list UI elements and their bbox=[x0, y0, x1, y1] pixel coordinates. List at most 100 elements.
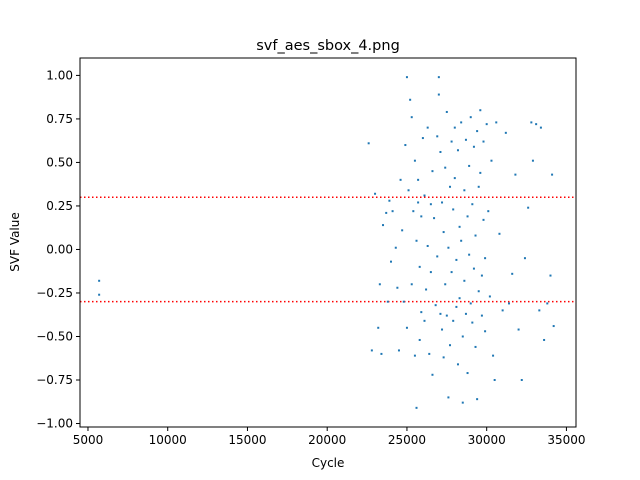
threshold-lines bbox=[80, 196, 576, 303]
data-point-97 bbox=[471, 321, 474, 324]
data-point-106 bbox=[479, 109, 482, 112]
data-point-104 bbox=[477, 185, 480, 188]
data-point-69 bbox=[449, 344, 452, 347]
data-point-102 bbox=[476, 130, 479, 133]
data-point-128 bbox=[520, 379, 523, 381]
data-point-47 bbox=[429, 271, 432, 274]
data-point-13 bbox=[390, 260, 392, 263]
data-point-19 bbox=[401, 229, 404, 232]
data-point-80 bbox=[458, 225, 461, 228]
data-point-66 bbox=[447, 246, 450, 249]
data-point-37 bbox=[420, 215, 423, 218]
data-point-90 bbox=[466, 215, 469, 218]
data-point-133 bbox=[535, 123, 538, 126]
data-point-123 bbox=[504, 131, 507, 134]
data-point-86 bbox=[463, 189, 466, 192]
data-point-67 bbox=[447, 396, 450, 399]
data-point-14 bbox=[391, 210, 394, 213]
data-point-82 bbox=[460, 121, 463, 124]
data-point-57 bbox=[439, 312, 442, 315]
y-axis-label: SVF Value bbox=[8, 212, 22, 272]
data-point-114 bbox=[485, 123, 488, 126]
data-point-55 bbox=[437, 93, 440, 96]
data-point-32 bbox=[415, 406, 418, 409]
data-point-21 bbox=[404, 144, 407, 147]
y-tick-label-3: −0.50 bbox=[36, 329, 73, 343]
data-point-10 bbox=[385, 211, 388, 214]
data-point-27 bbox=[410, 283, 413, 286]
data-point-50 bbox=[433, 217, 436, 220]
data-point-1 bbox=[98, 279, 101, 282]
data-point-5 bbox=[374, 192, 377, 195]
data-point-109 bbox=[480, 314, 483, 317]
x-tick-label-6: 30000 bbox=[468, 433, 506, 447]
data-point-101 bbox=[474, 345, 477, 348]
data-point-41 bbox=[423, 319, 426, 322]
data-point-108 bbox=[480, 274, 483, 277]
data-point-68 bbox=[449, 185, 452, 188]
x-tick-label-4: 20000 bbox=[308, 433, 346, 447]
data-point-23 bbox=[405, 326, 408, 329]
x-tick-label-1: 5000 bbox=[73, 433, 104, 447]
data-point-93 bbox=[468, 253, 471, 256]
data-point-48 bbox=[431, 170, 434, 173]
data-point-51 bbox=[434, 304, 437, 307]
data-point-60 bbox=[442, 231, 445, 234]
data-point-77 bbox=[455, 305, 458, 308]
y-tick-label-8: 0.75 bbox=[46, 112, 73, 126]
data-point-99 bbox=[472, 267, 475, 270]
data-point-84 bbox=[461, 335, 464, 338]
data-point-88 bbox=[464, 138, 467, 141]
data-point-139 bbox=[551, 173, 554, 176]
data-point-111 bbox=[482, 218, 485, 221]
data-point-136 bbox=[543, 338, 546, 341]
data-point-53 bbox=[436, 255, 439, 258]
data-point-61 bbox=[442, 356, 445, 359]
y-tick-label-1: −1.00 bbox=[36, 417, 73, 431]
data-point-11 bbox=[386, 300, 389, 303]
data-point-120 bbox=[495, 121, 498, 124]
data-point-73 bbox=[452, 319, 455, 322]
x-axis-label: Cycle bbox=[312, 456, 345, 470]
data-point-105 bbox=[477, 290, 480, 293]
data-point-74 bbox=[453, 126, 456, 129]
data-point-83 bbox=[460, 239, 463, 242]
data-point-44 bbox=[426, 244, 429, 247]
data-point-137 bbox=[546, 302, 549, 305]
y-axis-ticks: −1.00 −0.75 −0.50 −0.25 0.00 0.25 0.50 0.75 1.00 bbox=[36, 68, 80, 431]
data-point-15 bbox=[394, 246, 397, 249]
data-point-64 bbox=[445, 110, 448, 113]
data-point-92 bbox=[468, 164, 471, 167]
y-tick-label-2: −0.75 bbox=[36, 373, 73, 387]
data-point-28 bbox=[412, 210, 415, 213]
x-tick-label-3: 15000 bbox=[228, 433, 266, 447]
data-point-138 bbox=[549, 274, 552, 277]
data-point-65 bbox=[445, 314, 448, 317]
data-point-39 bbox=[421, 137, 424, 140]
data-point-30 bbox=[413, 354, 416, 357]
y-tick-label-7: 0.50 bbox=[46, 155, 73, 169]
axes-frame bbox=[79, 57, 577, 428]
data-point-33 bbox=[417, 178, 420, 181]
data-point-72 bbox=[452, 208, 455, 211]
data-point-118 bbox=[492, 354, 495, 357]
data-point-122 bbox=[501, 309, 504, 312]
data-point-71 bbox=[450, 271, 453, 274]
data-point-100 bbox=[474, 234, 477, 237]
data-point-22 bbox=[405, 76, 408, 79]
y-tick-label-6: 0.25 bbox=[46, 199, 73, 213]
data-point-113 bbox=[484, 330, 487, 333]
data-point-34 bbox=[417, 201, 420, 204]
y-tick-label-4: −0.25 bbox=[36, 286, 73, 300]
data-point-59 bbox=[441, 328, 444, 331]
x-tick-label-7: 35000 bbox=[547, 433, 585, 447]
data-point-62 bbox=[444, 166, 447, 169]
data-point-24 bbox=[407, 189, 410, 192]
y-tick-label-9: 1.00 bbox=[46, 68, 73, 82]
data-point-135 bbox=[539, 126, 542, 129]
data-point-115 bbox=[487, 210, 490, 213]
data-point-134 bbox=[538, 309, 541, 312]
data-point-94 bbox=[469, 116, 472, 119]
data-point-12 bbox=[388, 199, 391, 202]
